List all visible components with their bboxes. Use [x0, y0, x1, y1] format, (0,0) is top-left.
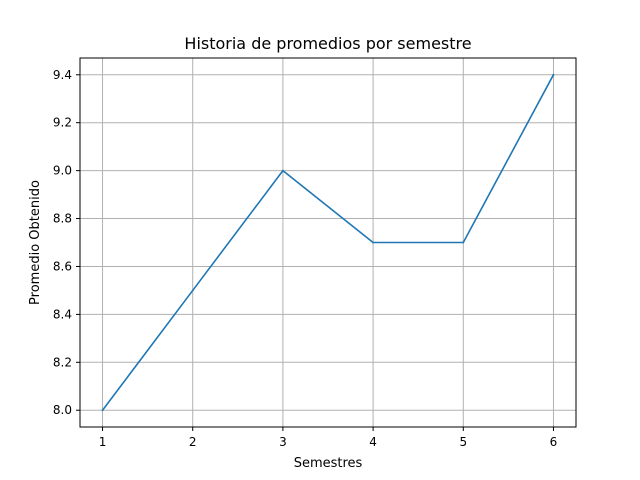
- plot-area-frame: [79, 57, 577, 428]
- x-tick-label-3: 3: [279, 435, 287, 449]
- grid-lines: [80, 58, 576, 427]
- data-point-4: [372, 241, 374, 244]
- series-line-1: [101, 73, 555, 412]
- axis-ticks: 1 2 3 4 5 6 8.0 8.2 8.4 8.6 8.8 9.0 9.2 9.4: [53, 68, 557, 449]
- y-tick-label-4: 8.6: [53, 259, 72, 273]
- x-tick-label-6: 6: [550, 435, 558, 449]
- x-tick-label-1: 1: [99, 435, 107, 449]
- data-point-6: [552, 73, 555, 76]
- y-tick-label-7: 9.2: [53, 116, 72, 130]
- data-point-2: [191, 289, 194, 292]
- x-tick-label-5: 5: [459, 435, 467, 449]
- y-tick-label-2: 8.2: [53, 355, 72, 369]
- data-point-5: [462, 241, 465, 244]
- y-tick-label-1: 8.0: [53, 403, 72, 417]
- x-tick-label-2: 2: [189, 435, 197, 449]
- data-point-1: [101, 409, 104, 412]
- y-tick-label-6: 9.0: [53, 164, 72, 178]
- y-tick-label-3: 8.4: [53, 307, 72, 321]
- chart-title: Historia de promedios por semestre: [184, 34, 471, 53]
- y-axis-label: Promedio Obtenido: [28, 180, 43, 305]
- x-axis-label: Semestres: [294, 456, 363, 471]
- data-point-3: [282, 169, 284, 172]
- y-tick-label-8: 9.4: [53, 68, 72, 82]
- x-tick-label-4: 4: [369, 435, 377, 449]
- series-layer: [101, 73, 555, 412]
- y-tick-label-5: 8.8: [53, 212, 72, 226]
